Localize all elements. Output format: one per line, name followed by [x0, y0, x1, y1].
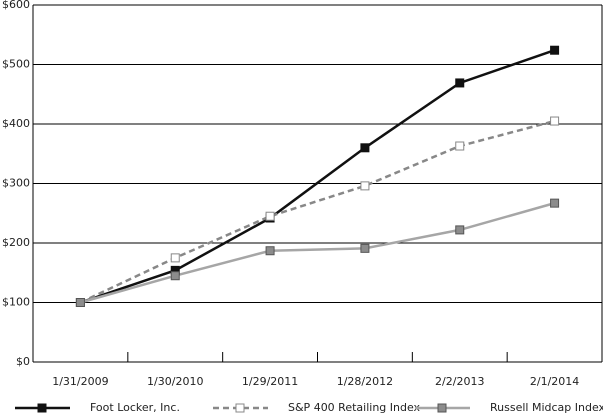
point	[75, 298, 85, 307]
point	[455, 141, 465, 151]
x-tick-label: 1/28/2012	[337, 375, 393, 388]
point	[265, 211, 275, 221]
point	[170, 253, 180, 263]
y-tick-label: $600	[2, 0, 30, 11]
point	[550, 45, 560, 55]
y-tick-label: $500	[2, 58, 30, 71]
legend-marker	[437, 403, 447, 413]
legend-label: Russell Midcap Index	[490, 401, 603, 414]
series-line	[80, 49, 555, 304]
point	[265, 246, 275, 256]
y-tick-label: $400	[2, 117, 30, 130]
series-line	[80, 201, 555, 304]
series-line	[79, 119, 555, 304]
point	[550, 116, 560, 126]
point	[360, 143, 370, 153]
x-tick-label: 1/30/2010	[147, 375, 203, 388]
legend-label: Foot Locker, Inc.	[90, 401, 180, 414]
legend-label: S&P 400 Retailing Index	[288, 401, 421, 414]
y-tick-label: $200	[2, 236, 30, 249]
x-tick-label: 2/2/2013	[435, 375, 484, 388]
point	[360, 181, 370, 191]
y-tick-label: $100	[2, 296, 30, 309]
x-tick-label: 1/29/2011	[242, 375, 298, 388]
legend-marker	[37, 403, 47, 413]
x-tick-label: 2/1/2014	[530, 375, 579, 388]
y-tick-label: $300	[2, 177, 30, 190]
point	[170, 271, 180, 281]
legend-marker	[235, 403, 245, 413]
x-tick-label: 1/31/2009	[52, 375, 108, 388]
point	[360, 243, 370, 253]
point	[455, 78, 465, 88]
y-tick-label: $0	[16, 355, 30, 368]
point	[455, 225, 465, 235]
point	[550, 198, 560, 208]
